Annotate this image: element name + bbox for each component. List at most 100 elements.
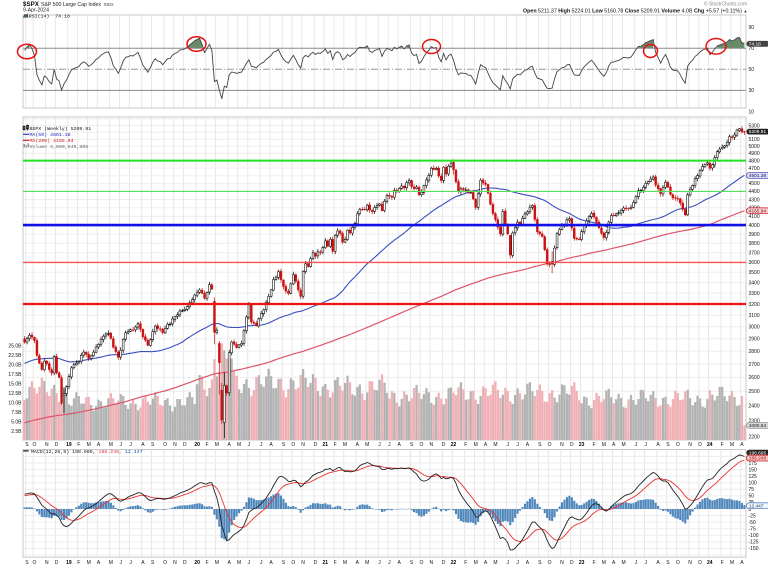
svg-text:MA(200) 4165.94: MA(200) 4165.94 [30, 138, 74, 144]
svg-text:M: M [622, 442, 626, 448]
svg-text:3400: 3400 [749, 280, 760, 286]
svg-text:3500: 3500 [749, 270, 760, 276]
svg-text:10.0B: 10.0B [8, 401, 22, 407]
svg-text:F: F [464, 560, 467, 566]
svg-text:4900: 4900 [749, 151, 760, 157]
svg-text:4601.38: 4601.38 [749, 173, 767, 179]
svg-text:M: M [474, 442, 478, 448]
svg-text:N: N [173, 560, 177, 566]
svg-text:3800: 3800 [749, 241, 760, 247]
svg-text:3300: 3300 [749, 291, 760, 297]
svg-text:75: 75 [749, 487, 755, 493]
svg-text:2600: 2600 [749, 375, 760, 381]
svg-text:-125: -125 [749, 540, 759, 546]
svg-text:M: M [237, 442, 241, 448]
svg-text:MACD(12,26,9) 198.695, 186.248: MACD(12,26,9) 198.695, 186.248, 12.447 [31, 449, 143, 455]
svg-text:O: O [548, 442, 552, 448]
svg-text:2900: 2900 [749, 337, 760, 343]
svg-text:125: 125 [749, 474, 758, 480]
svg-text:10: 10 [749, 109, 755, 115]
svg-text:19: 19 [66, 560, 72, 566]
svg-text:D: D [442, 442, 446, 448]
svg-text:5.0B: 5.0B [11, 420, 22, 426]
svg-text:150: 150 [749, 467, 758, 473]
svg-text:M: M [87, 442, 91, 448]
svg-text:-75: -75 [749, 527, 756, 533]
svg-text:O: O [291, 560, 295, 566]
svg-text:N: N [45, 560, 49, 566]
svg-text:O: O [163, 442, 167, 448]
svg-text:F: F [592, 560, 595, 566]
svg-text:O: O [676, 560, 680, 566]
svg-text:-100: -100 [749, 533, 759, 539]
svg-text:O: O [163, 560, 167, 566]
svg-text:M: M [730, 560, 734, 566]
svg-text:5209.91: 5209.91 [749, 129, 767, 135]
svg-text:3900: 3900 [749, 232, 760, 238]
svg-text:M: M [237, 560, 241, 566]
svg-text:N: N [301, 560, 305, 566]
svg-text:4800: 4800 [749, 158, 760, 164]
svg-text:D: D [570, 560, 574, 566]
svg-text:17.5B: 17.5B [8, 372, 22, 378]
svg-text:Open 5211.37 High 5224.01 Low: Open 5211.37 High 5224.01 Low 5160.78 Cl… [523, 9, 747, 15]
svg-text:22.5B: 22.5B [8, 353, 22, 359]
svg-text:M: M [343, 442, 347, 448]
svg-text:N: N [429, 442, 433, 448]
svg-text:22: 22 [451, 442, 457, 448]
svg-text:M: M [493, 442, 497, 448]
svg-text:N: N [45, 442, 49, 448]
svg-text:D: D [698, 560, 702, 566]
svg-text:F: F [77, 442, 80, 448]
svg-text:90: 90 [749, 25, 755, 31]
svg-text:M: M [215, 560, 219, 566]
svg-text:RSI(14) 74.18: RSI(14) 74.18 [29, 13, 70, 19]
svg-text:74.18: 74.18 [749, 41, 761, 47]
svg-text:-150: -150 [749, 546, 759, 552]
svg-text:N: N [560, 560, 564, 566]
svg-text:4300: 4300 [749, 197, 760, 203]
svg-text:F: F [592, 442, 595, 448]
svg-text:50: 50 [749, 67, 755, 73]
svg-text:21: 21 [323, 560, 329, 566]
svg-text:O: O [32, 442, 36, 448]
svg-text:INDX: INDX [104, 2, 114, 7]
svg-text:4500: 4500 [749, 181, 760, 187]
svg-text:M: M [474, 560, 478, 566]
svg-text:M: M [365, 442, 369, 448]
svg-text:9-Apr-2024: 9-Apr-2024 [23, 7, 49, 13]
svg-text:-50: -50 [749, 520, 756, 526]
svg-text:5300: 5300 [749, 123, 760, 129]
svg-text:2200: 2200 [749, 434, 760, 440]
svg-text:2.5B: 2.5B [11, 429, 22, 435]
svg-text:F: F [205, 442, 208, 448]
svg-text:© StockCharts.com: © StockCharts.com [704, 1, 747, 8]
svg-text:O: O [548, 560, 552, 566]
svg-text:M: M [365, 560, 369, 566]
svg-text:22: 22 [451, 560, 457, 566]
svg-text:F: F [334, 560, 337, 566]
svg-text:4165.94: 4165.94 [749, 208, 767, 214]
svg-text:7.5B: 7.5B [11, 410, 22, 416]
svg-text:D: D [442, 560, 446, 566]
svg-text:50: 50 [749, 494, 755, 500]
svg-text:15.0B: 15.0B [8, 382, 22, 388]
svg-text:186.248: 186.248 [749, 456, 767, 462]
svg-text:21: 21 [323, 442, 329, 448]
svg-text:3000: 3000 [749, 325, 760, 331]
svg-text:12.447: 12.447 [749, 503, 764, 509]
svg-text:F: F [464, 442, 467, 448]
svg-text:M: M [343, 560, 347, 566]
svg-text:F: F [721, 442, 724, 448]
svg-text:-25: -25 [749, 513, 756, 519]
svg-text:12.5B: 12.5B [8, 391, 22, 397]
svg-text:20.0B: 20.0B [8, 362, 22, 368]
svg-text:N: N [560, 442, 564, 448]
svg-text:2400: 2400 [749, 404, 760, 410]
svg-text:M: M [730, 442, 734, 448]
svg-text:D: D [183, 442, 187, 448]
svg-text:2700: 2700 [749, 362, 760, 368]
svg-text:20: 20 [194, 560, 200, 566]
svg-text:23: 23 [579, 442, 585, 448]
svg-text:D: D [55, 442, 59, 448]
